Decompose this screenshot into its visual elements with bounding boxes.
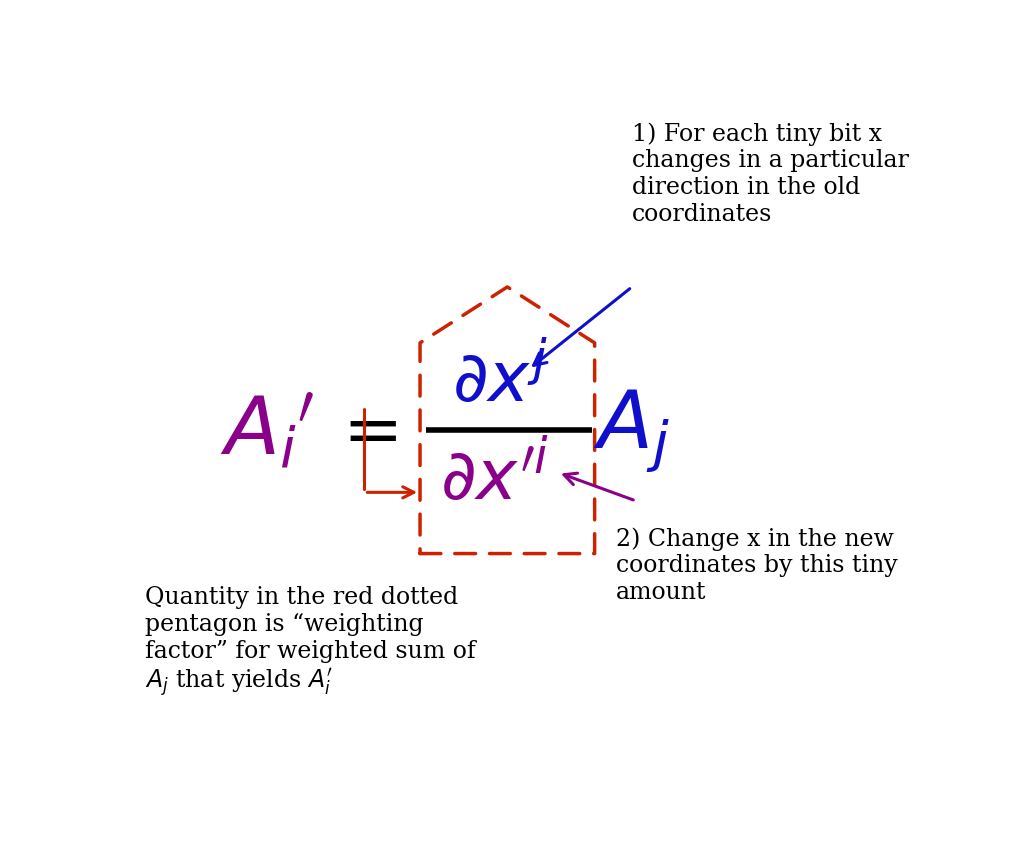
Text: Quantity in the red dotted
pentagon is “weighting
factor” for weighted sum of
$A: Quantity in the red dotted pentagon is “… bbox=[145, 587, 476, 699]
Text: 2) Change x in the new
coordinates by this tiny
amount: 2) Change x in the new coordinates by th… bbox=[616, 528, 898, 604]
Text: $\partial \mathit{x}^{\mathit{j}}$: $\partial \mathit{x}^{\mathit{j}}$ bbox=[452, 345, 547, 416]
Text: $\mathit{A}_{\mathit{j}}$: $\mathit{A}_{\mathit{j}}$ bbox=[594, 387, 671, 474]
Text: $\partial \mathit{x}^{\prime\mathit{i}}$: $\partial \mathit{x}^{\prime\mathit{i}}$ bbox=[440, 444, 549, 515]
Text: 1) For each tiny bit x
changes in a particular
direction in the old
coordinates: 1) For each tiny bit x changes in a part… bbox=[632, 122, 909, 226]
Text: $=$: $=$ bbox=[328, 395, 396, 466]
Text: $\mathit{A}_{\mathit{i}}{'}$: $\mathit{A}_{\mathit{i}}{'}$ bbox=[219, 392, 314, 472]
